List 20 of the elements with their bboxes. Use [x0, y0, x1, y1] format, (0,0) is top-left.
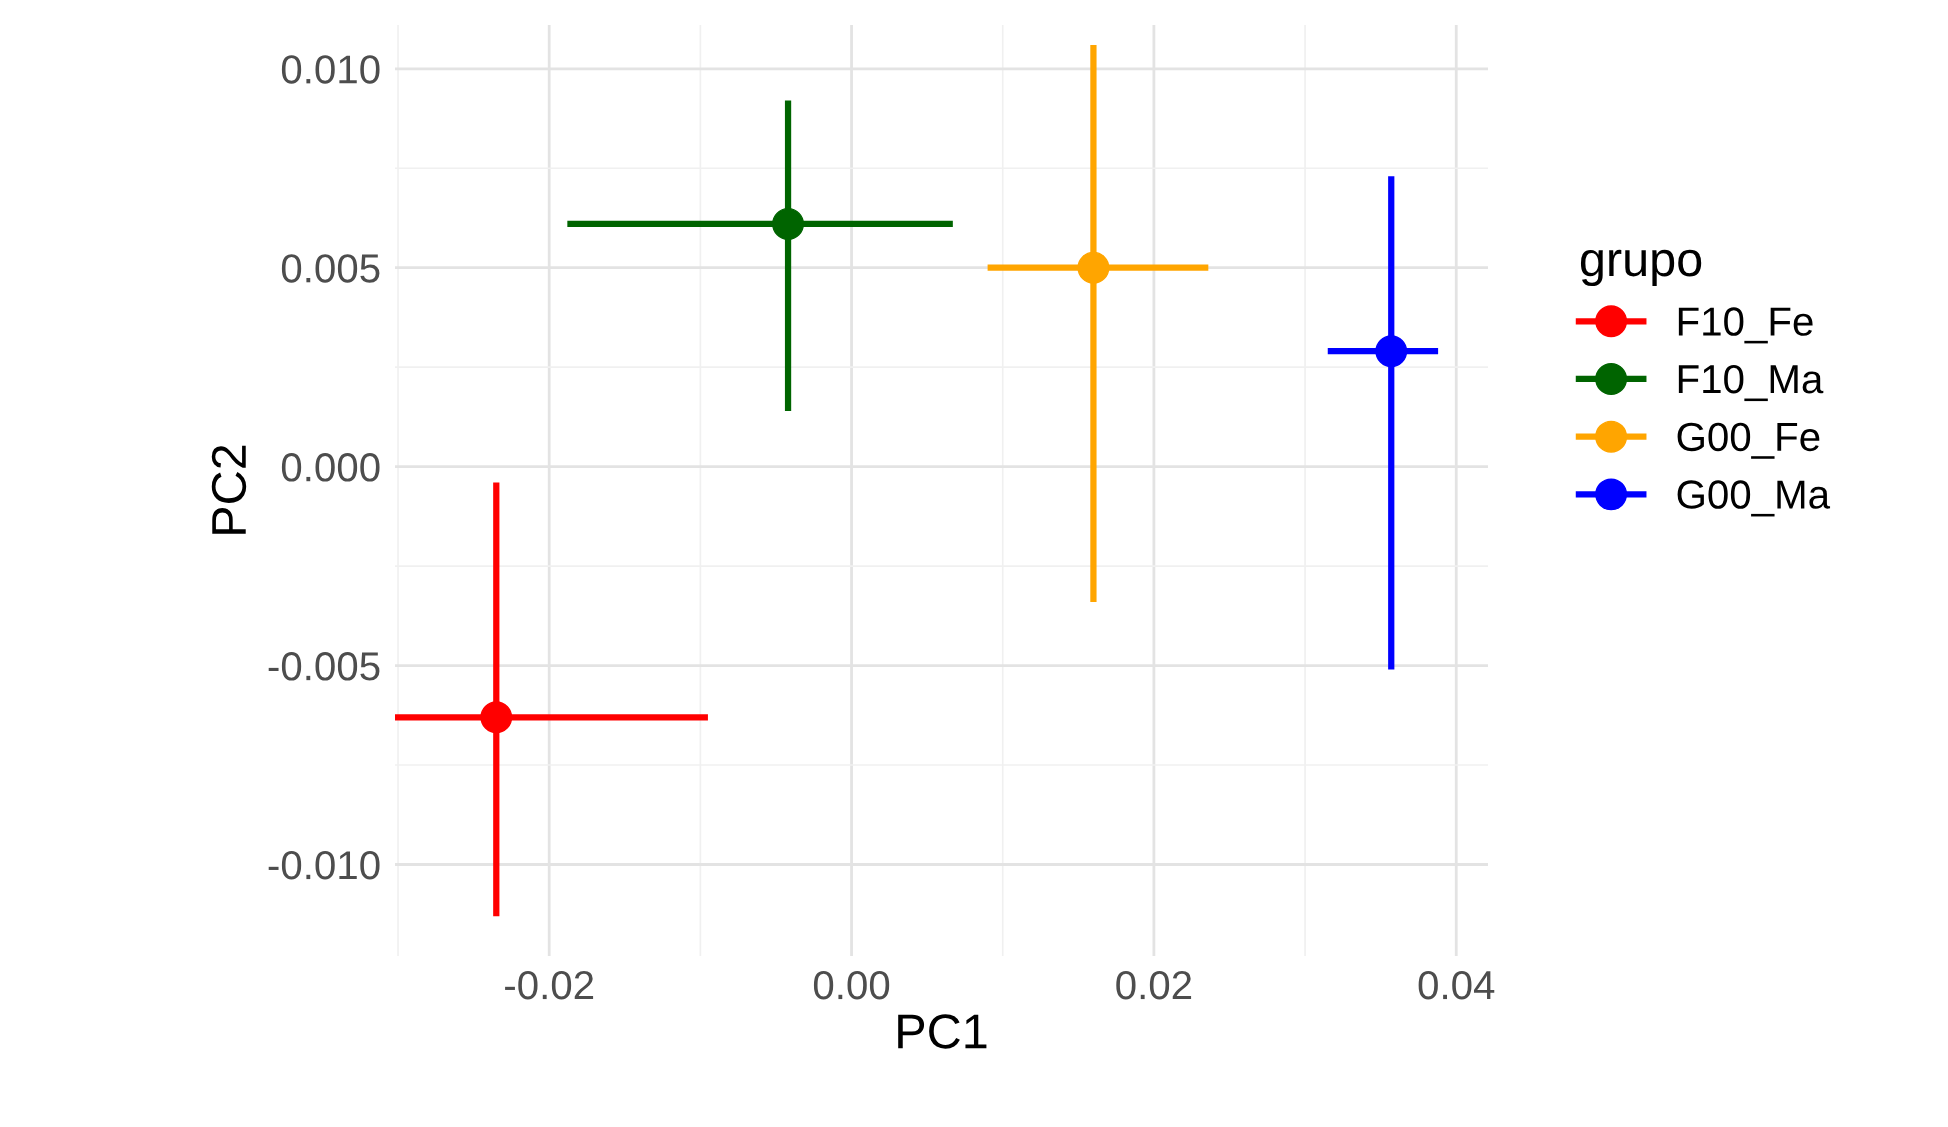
y-tick-label: 0.005 — [281, 254, 380, 283]
point — [772, 207, 805, 240]
y-tick-label: 0.010 — [281, 55, 380, 84]
point — [1077, 251, 1110, 284]
legend-title: grupo — [1580, 249, 1702, 287]
legend-label: G00_Fe — [1677, 422, 1820, 459]
point — [1375, 335, 1408, 368]
x-tick-label: 0.04 — [1418, 970, 1495, 1000]
y-tick-label: 0.000 — [281, 453, 380, 482]
x-axis-title: PC1 — [898, 1014, 987, 1049]
legend-label: G00_Ma — [1677, 480, 1831, 517]
legend-label: F10_Ma — [1678, 364, 1824, 402]
point — [480, 701, 513, 734]
y-tick-label: -0.005 — [268, 652, 380, 681]
y-tick-label: -0.010 — [268, 850, 380, 880]
x-tick-label: -0.02 — [505, 970, 594, 1000]
y-axis-title: PC2 — [211, 445, 247, 534]
x-tick-label: 0.00 — [813, 970, 890, 1000]
x-tick-label: 0.02 — [1116, 970, 1192, 1000]
legend-label: F10_Fe — [1678, 307, 1813, 344]
